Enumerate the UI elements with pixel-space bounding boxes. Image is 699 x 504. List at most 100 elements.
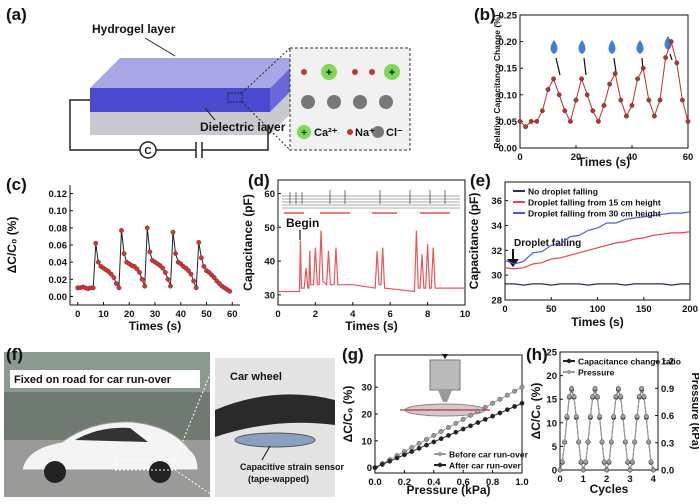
marker bbox=[139, 276, 145, 282]
marker bbox=[453, 420, 459, 426]
marker bbox=[108, 271, 114, 277]
marker bbox=[636, 394, 642, 399]
marker bbox=[562, 439, 568, 445]
marker bbox=[186, 268, 191, 274]
y-tick-label: 0.10 bbox=[49, 206, 68, 217]
marker bbox=[640, 65, 646, 71]
marker bbox=[629, 103, 635, 108]
x-tick-label: 0 bbox=[275, 309, 280, 320]
marker bbox=[612, 71, 618, 76]
marker bbox=[545, 87, 551, 92]
marker bbox=[540, 108, 545, 114]
x-tick-label: 60 bbox=[683, 152, 694, 163]
y-tick-label: 0.08 bbox=[49, 223, 68, 234]
marker bbox=[646, 97, 652, 103]
marker bbox=[504, 407, 510, 413]
x-tick-label: 0.6 bbox=[457, 477, 470, 488]
marker bbox=[608, 439, 614, 445]
marker bbox=[111, 275, 117, 280]
marker bbox=[566, 394, 572, 399]
marker bbox=[147, 249, 153, 255]
legend-label: After car run-over bbox=[449, 461, 521, 471]
marker bbox=[592, 385, 598, 391]
marker bbox=[198, 255, 204, 261]
x-tick-label: 8 bbox=[425, 309, 430, 320]
x-tick-label: 10 bbox=[98, 309, 109, 320]
y-tick-label: 0.15 bbox=[499, 64, 518, 75]
x-tick-label: 30 bbox=[150, 309, 161, 320]
marker bbox=[482, 404, 488, 410]
machine bbox=[400, 354, 490, 417]
y-tick-label: 5 bbox=[552, 442, 558, 453]
marker bbox=[211, 275, 217, 280]
marker bbox=[416, 445, 422, 451]
y-tick-label: 0.02 bbox=[49, 275, 68, 286]
marker bbox=[568, 119, 573, 124]
marker bbox=[519, 384, 525, 390]
marker bbox=[625, 459, 631, 465]
panel-label: (b) bbox=[474, 5, 496, 24]
marker bbox=[663, 55, 668, 60]
marker bbox=[95, 259, 101, 265]
marker bbox=[173, 251, 179, 256]
marker bbox=[643, 414, 649, 419]
y-tick-label: 28 bbox=[491, 296, 502, 307]
marker bbox=[168, 283, 173, 289]
marker bbox=[648, 459, 654, 465]
series-line bbox=[504, 211, 691, 265]
caption: Fixed on road for car run-over bbox=[14, 374, 172, 386]
x-tick-label: 40 bbox=[175, 309, 186, 320]
marker bbox=[372, 465, 378, 471]
marker bbox=[624, 113, 629, 119]
droplets bbox=[550, 36, 672, 54]
annotation: Droplet falling bbox=[514, 238, 581, 249]
panel-label: (g) bbox=[342, 345, 364, 364]
x-tick-label: 0.0 bbox=[368, 477, 381, 488]
marker bbox=[394, 455, 400, 461]
x-tick-label: 0.2 bbox=[398, 477, 411, 488]
marker bbox=[576, 439, 582, 445]
x-tick-label: 4 bbox=[350, 309, 356, 320]
y2-tick-label: 0.9 bbox=[661, 384, 674, 395]
wire bbox=[69, 99, 140, 151]
marker bbox=[144, 225, 150, 231]
y2-tick-label: 0.0 bbox=[661, 466, 674, 477]
marker bbox=[90, 285, 96, 291]
x-tick-label: 0.8 bbox=[486, 477, 499, 488]
marker bbox=[379, 462, 385, 467]
marker bbox=[119, 228, 124, 233]
marker bbox=[468, 423, 473, 429]
y-tick-label: 36 bbox=[491, 196, 502, 207]
y-axis-label: ΔC/C₀ (%) bbox=[5, 217, 19, 274]
pointer bbox=[144, 37, 176, 57]
marker bbox=[534, 119, 540, 124]
y-tick-label: 0.12 bbox=[49, 189, 68, 200]
x-tick-label: 20 bbox=[571, 152, 582, 163]
x-tick-label: 2 bbox=[313, 309, 318, 320]
marker bbox=[438, 429, 444, 434]
marker bbox=[162, 270, 168, 275]
hydrogel-front bbox=[90, 88, 270, 112]
marker bbox=[668, 39, 674, 44]
marker bbox=[468, 412, 473, 418]
panel-label: (a) bbox=[6, 5, 27, 24]
x-tick-label: 4 bbox=[651, 474, 657, 485]
y-tick-label: 10 bbox=[546, 418, 557, 429]
marker bbox=[137, 270, 142, 275]
marker bbox=[564, 414, 570, 419]
marker bbox=[615, 385, 621, 391]
marker bbox=[620, 414, 626, 419]
marker bbox=[573, 97, 579, 103]
x-tick-label: 1 bbox=[581, 474, 587, 485]
y-tick-label: 0.05 bbox=[499, 117, 518, 128]
marker bbox=[424, 437, 429, 442]
label: Hydrogel layer bbox=[92, 22, 176, 36]
x-axis-label: Times (s) bbox=[578, 155, 630, 169]
marker bbox=[599, 439, 605, 445]
label: Car wheel bbox=[230, 371, 282, 383]
marker bbox=[601, 459, 607, 465]
marker bbox=[401, 452, 407, 458]
marker bbox=[475, 420, 481, 425]
marker bbox=[460, 416, 466, 422]
marker bbox=[597, 414, 603, 419]
